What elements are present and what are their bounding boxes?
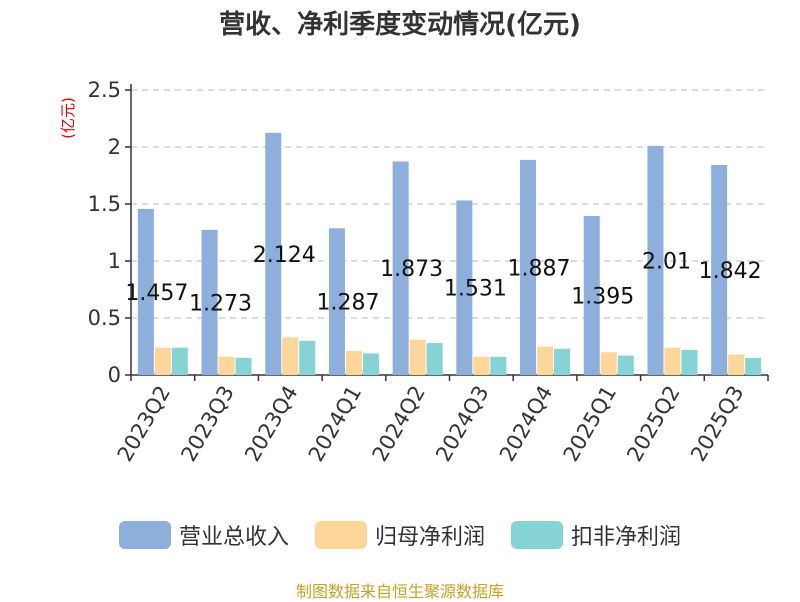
bar [328,228,345,375]
data-label: 1.273 [189,291,252,316]
bar [171,347,188,375]
bar [154,347,171,375]
bar [583,215,600,375]
bar [265,132,282,375]
bar [456,200,473,375]
bar [235,357,252,375]
bar [711,165,728,375]
bar [345,351,362,375]
x-tick-label: 2024Q4 [495,382,557,466]
legend-item-deducted-profit[interactable]: 扣非净利润 [511,519,681,551]
bar [299,340,316,375]
bar [473,356,490,375]
legend-label-revenue: 营业总收入 [178,525,289,550]
chart-title: 营收、净利季度变动情况(亿元) [219,10,581,40]
legend-label-deducted-profit: 扣非净利润 [571,525,682,550]
legend-item-revenue[interactable]: 营业总收入 [118,519,289,551]
legend-swatch-net-profit [314,521,367,549]
bar [218,356,235,375]
legend-label-net-profit: 归母净利润 [374,525,485,550]
data-label: 1.287 [316,291,379,316]
x-tick-label: 2025Q2 [622,382,684,466]
x-tick-label: 2025Q3 [686,382,748,466]
bar [282,337,299,375]
x-tick-label: 2023Q3 [176,382,238,466]
source-note: 制图数据来自恒生聚源数据库 [295,582,504,601]
bar [647,145,664,375]
data-label: 1.395 [571,284,634,309]
x-tick-label: 2024Q2 [368,382,430,466]
y-tick-label: 2.5 [88,78,121,102]
data-label: 1.887 [508,256,571,281]
bar [664,347,681,375]
bar [490,356,507,375]
data-label: 1.457 [125,281,188,306]
y-tick-label: 0 [108,363,121,387]
bar [728,354,745,375]
legend-swatch-revenue [118,521,171,549]
bar [600,352,617,375]
x-tick-label: 2023Q2 [113,382,175,466]
bar [409,339,426,375]
bar-chart: 0 0.5 1 1.5 2 2.5 (亿元) 1.457 2023Q2 1.273 2023Q3 2.… [59,78,769,466]
bar [745,357,762,375]
bar [537,346,554,375]
bar [426,343,443,375]
x-tick-label: 2023Q4 [240,382,302,466]
x-tick-label: 2025Q1 [559,382,621,466]
y-tick-label: 2 [108,135,121,159]
x-tick-label: 2024Q3 [431,381,493,465]
data-label: 2.01 [642,249,691,274]
y-axis-label: (亿元) [59,97,77,139]
data-label: 2.124 [253,243,316,268]
bar [520,159,537,375]
legend-item-net-profit[interactable]: 归母净利润 [314,519,485,551]
data-label: 1.842 [699,259,762,284]
data-label: 1.873 [380,257,443,282]
bar [362,353,379,375]
data-label: 1.531 [444,277,507,302]
bar [137,208,154,375]
y-tick-label: 0.5 [88,306,121,330]
y-tick-label: 1 [108,249,121,273]
bar [681,349,698,375]
y-tick-label: 1.5 [88,192,121,216]
legend-swatch-deducted-profit [511,521,563,549]
legend: 营业总收入 归母净利润 扣非净利润 [0,519,800,551]
x-tick-label: 2024Q1 [304,382,366,466]
bar [392,161,409,375]
bar [554,348,571,375]
bar [617,355,634,375]
bar [201,229,218,375]
